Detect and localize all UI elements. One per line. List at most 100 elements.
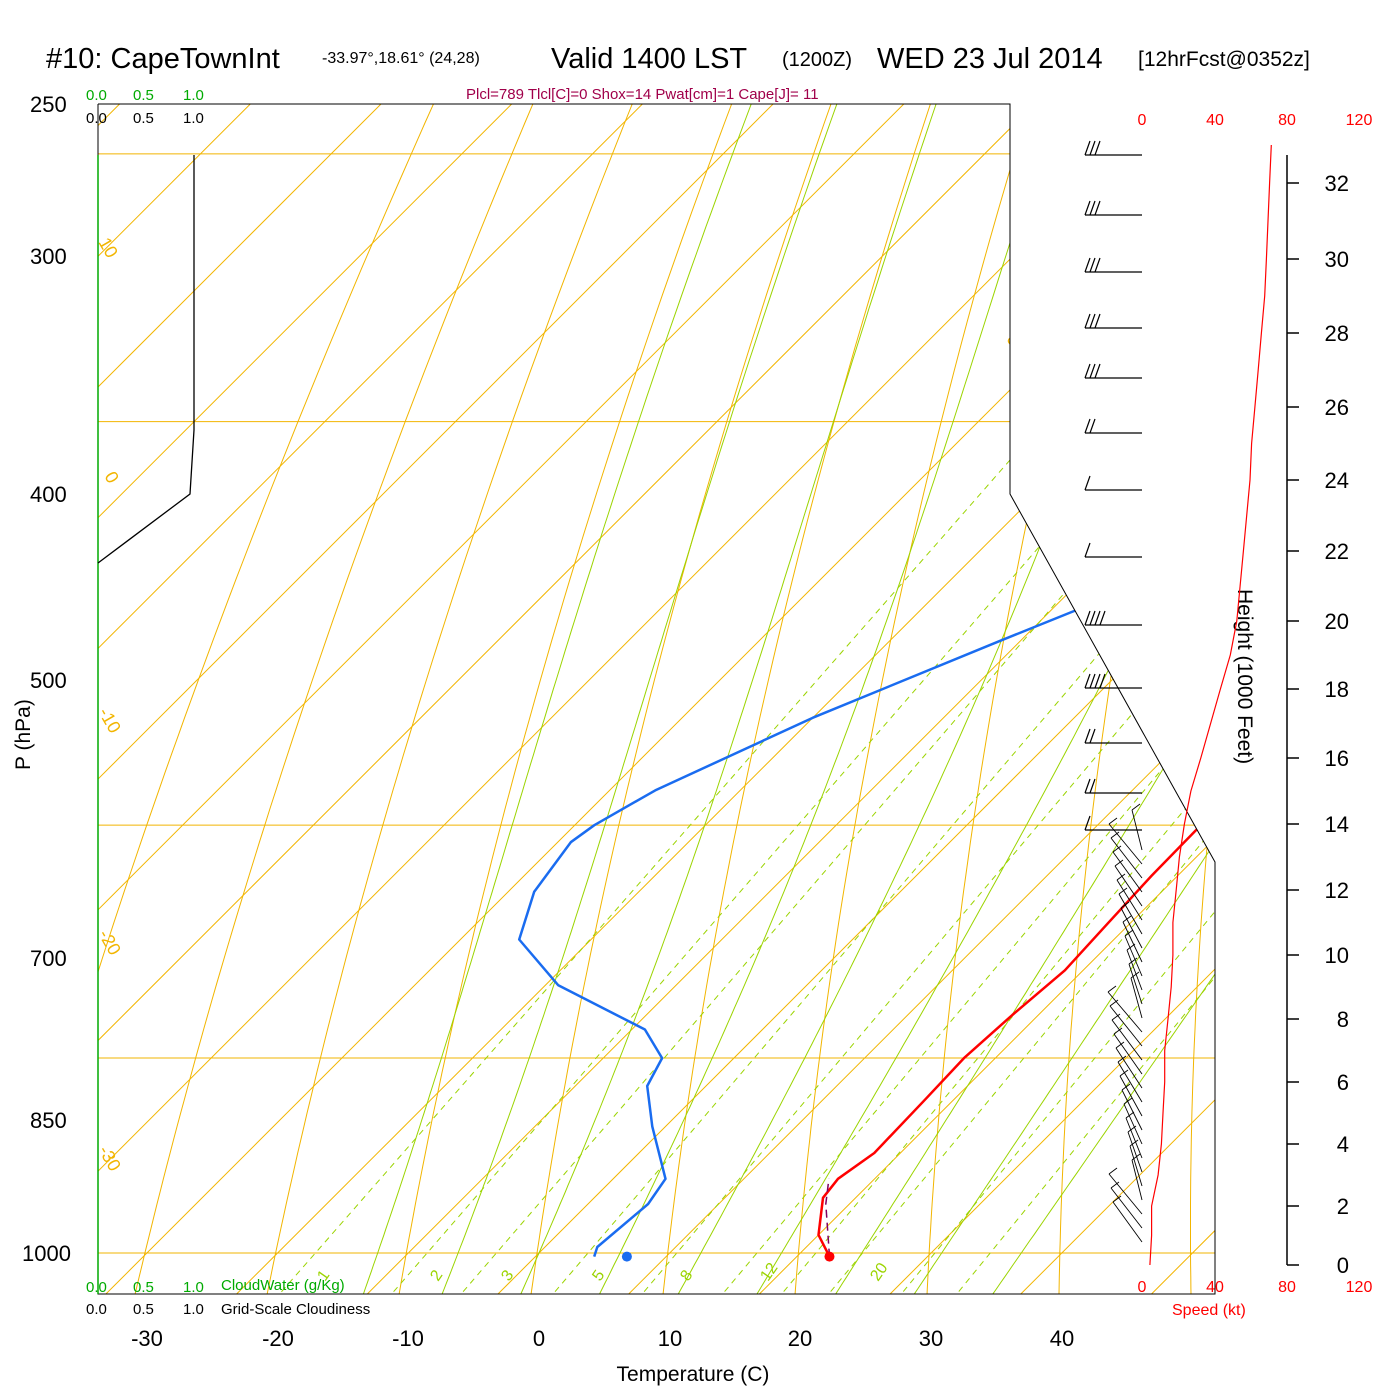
location-text: -33.97°,18.61° (24,28) — [322, 50, 480, 67]
t-tick-label: 40 — [1050, 1326, 1074, 1351]
moist-adiabat-line — [360, 104, 987, 1294]
speed-bottom-tick: 0 — [1138, 1279, 1147, 1296]
isotherm-label: 30 — [1167, 764, 1195, 792]
isotherm-line — [1151, 104, 1215, 1294]
wind-barb-flag — [1109, 999, 1119, 1007]
temperature-axis-title: Temperature (C) — [617, 1363, 770, 1386]
mixing-ratio-line — [636, 153, 1215, 1294]
station-title: #10: CapeTownInt — [46, 43, 280, 75]
wind-barb-flag — [1112, 1195, 1122, 1203]
temperature-trace — [817, 104, 1215, 1258]
p-tick-label: 250 — [30, 92, 67, 117]
mixing-ratio-line — [386, 153, 1215, 1294]
isotherm-line — [98, 104, 513, 1294]
wind-barb-flag — [1084, 728, 1091, 744]
wind-barb-flag — [1089, 728, 1096, 744]
height-tick-label: 6 — [1337, 1070, 1349, 1095]
forecast-date: WED 23 Jul 2014 — [877, 43, 1103, 75]
wind-barb-shaft — [1115, 1047, 1143, 1089]
p-tick-label: 850 — [30, 1108, 67, 1133]
wind-barb-flag — [1094, 313, 1101, 329]
height-tick-label: 30 — [1325, 247, 1349, 272]
wind-barb-flag — [1094, 363, 1101, 379]
wind-barb-shaft — [1127, 1131, 1143, 1173]
wind-barb-flag — [1099, 673, 1106, 689]
height-tick-label: 16 — [1325, 746, 1349, 771]
wind-barb-shaft — [1124, 935, 1143, 977]
wind-barb-flag — [1084, 200, 1091, 216]
wind-barb-flag — [1112, 845, 1122, 853]
cloud-bottom-black-tick: 0.0 — [86, 1301, 107, 1318]
wind-barb-flag — [1110, 831, 1120, 839]
height-tick-label: 24 — [1325, 468, 1349, 493]
dry-adiabat-line — [133, 104, 793, 1294]
t-tick-label: 30 — [919, 1326, 943, 1351]
forecast-info: [12hrFcst@0352z] — [1138, 48, 1310, 71]
wind-barb-flag — [1089, 257, 1096, 273]
wind-barb-flag — [1129, 1139, 1139, 1147]
wind-barb-shaft — [1121, 1089, 1143, 1131]
wind-barb-shaft — [1118, 893, 1143, 935]
p-tick-label: 700 — [30, 946, 67, 971]
mixing-ratio-label: 20 — [867, 1260, 891, 1284]
surface-markers — [621, 1251, 835, 1262]
height-tick-label: 12 — [1325, 878, 1349, 903]
p-tick-label: 1000 — [22, 1241, 71, 1266]
wind-barb-flag — [1111, 1013, 1121, 1021]
wind-barb-flag — [1107, 985, 1117, 993]
wind-barb-flag — [1117, 1055, 1127, 1063]
wind-barb-shaft — [1110, 837, 1143, 879]
wind-barb-flag — [1084, 313, 1091, 329]
moist-adiabat-line — [517, 104, 1150, 1294]
wind-barb-flag — [1084, 418, 1091, 434]
speed-top-tick: 120 — [1346, 112, 1373, 129]
wind-barb-shaft — [1111, 1019, 1143, 1061]
wind-barb-flag — [1128, 957, 1138, 965]
wind-barb-flag — [1108, 817, 1118, 825]
dry-adiabat-line — [794, 104, 1215, 1294]
wind-barb-flag — [1119, 1069, 1129, 1077]
pressure-axis-title: P (hPa) — [12, 699, 35, 770]
wind-barb-flag — [1108, 1167, 1118, 1175]
cloud-top-green-tick: 1.0 — [183, 87, 204, 104]
wind-barb-flag — [1089, 313, 1096, 329]
surface-temperature-marker — [824, 1251, 835, 1262]
isotherm-line — [105, 104, 1215, 1294]
isotherm-line — [98, 104, 774, 1294]
moist-adiabat-line — [439, 104, 1062, 1294]
isotherm-label: 0 — [101, 468, 123, 487]
cloud-bottom-green-tick: 0.5 — [133, 1279, 154, 1296]
wind-barb-flag — [1094, 673, 1101, 689]
speed-top-tick: 40 — [1206, 112, 1224, 129]
mixing-ratio-label: 8 — [677, 1267, 696, 1284]
wind-barb-flag — [1084, 140, 1091, 156]
speed-bottom-tick: 80 — [1278, 1279, 1296, 1296]
cloud-top-black-tick: 1.0 — [183, 110, 204, 127]
isotherm-line — [889, 104, 1215, 1294]
mixing-ratio-line — [455, 153, 1215, 1294]
moist-adiabat-line — [988, 104, 1215, 1294]
mixing-ratio-line — [823, 153, 1215, 1294]
wind-barb-shaft — [1110, 1187, 1143, 1229]
wind-barb-shaft — [1112, 1201, 1143, 1243]
wind-barb-flag — [1124, 929, 1134, 937]
wind-barb-flag — [1089, 363, 1096, 379]
height-tick-label: 20 — [1325, 609, 1349, 634]
wind-barb-flag — [1084, 257, 1091, 273]
mixing-ratio-line — [273, 153, 1215, 1294]
wind-barb-flag — [1118, 887, 1128, 895]
wind-barb-shaft — [1130, 977, 1143, 1019]
cloudiness-profile — [97, 155, 195, 564]
wind-barb-flag — [1099, 610, 1106, 626]
height-tick-label: 10 — [1325, 943, 1349, 968]
dry-adiabat-line — [98, 104, 706, 1294]
speed-bottom-tick: 120 — [1346, 1279, 1373, 1296]
wind-barb-shaft — [1126, 949, 1143, 991]
wind-barb-shaft — [1109, 1005, 1143, 1047]
wind-barb-flag — [1089, 778, 1096, 794]
wind-barb-flag — [1089, 200, 1096, 216]
speed-trace — [1149, 144, 1272, 1266]
wind-barb-shaft — [1108, 823, 1143, 865]
wind-barb-shaft — [1123, 1103, 1143, 1145]
